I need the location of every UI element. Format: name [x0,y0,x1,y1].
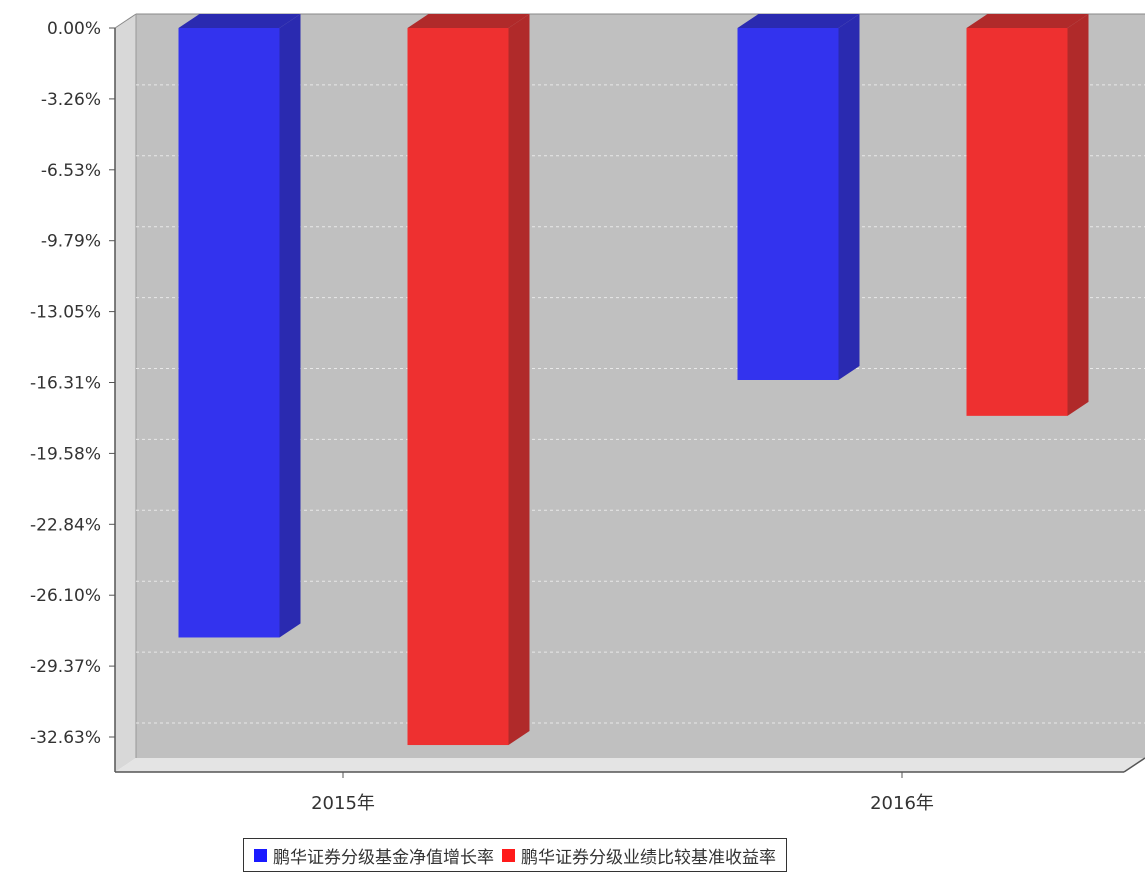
bar [407,14,530,746]
x-tick-label: 2016年 [870,793,934,814]
bar-front [737,28,839,381]
plot-floor [115,758,1145,772]
legend: 鹏华证券分级基金净值增长率 鹏华证券分级业绩比较基准收益率 [243,838,787,872]
y-tick-label: -3.26% [41,90,101,110]
x-tick-label: 2015年 [311,793,375,814]
bar-side [838,14,860,381]
bar-front [178,28,280,638]
bar-side [508,14,530,746]
bar-side [279,14,301,638]
bar-side [1067,14,1089,416]
legend-label-nav-growth: 鹏华证券分级基金净值增长率 [273,847,494,868]
bar [178,14,301,638]
y-tick-label: -29.37% [30,657,101,677]
y-tick-label: -13.05% [30,303,101,323]
y-tick-label: -16.31% [30,374,101,394]
bar [966,14,1089,416]
bar-top [737,14,860,28]
plot-left-wall [115,14,136,772]
bar-front [407,28,509,746]
y-tick-label: -22.84% [30,515,101,535]
bar-top [407,14,530,28]
legend-item-nav-growth: 鹏华证券分级基金净值增长率 [254,843,494,868]
plot-top-edge [114,13,137,29]
x-axis-front-edge [1123,757,1145,773]
y-tick-label: -26.10% [30,586,101,606]
legend-label-benchmark: 鹏华证券分级业绩比较基准收益率 [521,847,776,868]
y-tick-label: -32.63% [30,728,101,748]
legend-item-benchmark: 鹏华证券分级业绩比较基准收益率 [502,843,776,868]
bar-front [966,28,1068,416]
legend-swatch-red [502,848,515,862]
bar [737,14,860,381]
y-tick-label: -19.58% [30,444,101,464]
bar-top [966,14,1089,28]
y-tick-label: -6.53% [41,161,101,181]
bar-top [178,14,301,28]
y-tick-label: -9.79% [41,232,101,252]
legend-swatch-blue [254,848,267,862]
y-tick-label: 0.00% [47,19,101,39]
